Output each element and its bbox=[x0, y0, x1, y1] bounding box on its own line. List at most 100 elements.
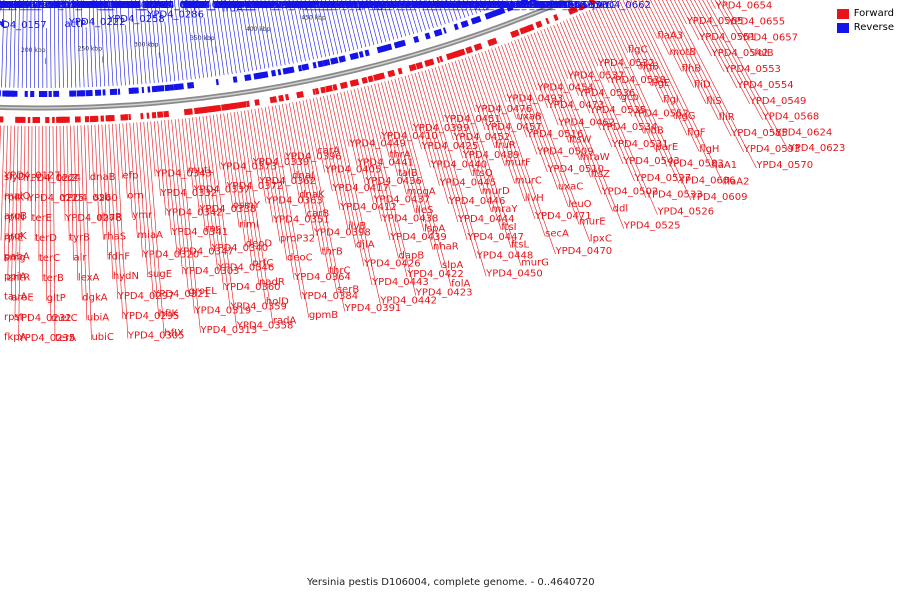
connector-line bbox=[690, 0, 738, 89]
forward-gene-label: YPD4_0422 bbox=[406, 269, 464, 280]
reverse-gene-label: YPD4_0592 bbox=[457, 0, 515, 11]
forward-gene-label: YPD4_0502 bbox=[601, 186, 659, 197]
connector-line bbox=[4, 125, 8, 261]
reverse-feature bbox=[131, 87, 137, 94]
forward-gene-label: YPD4_0533 bbox=[645, 190, 703, 201]
connector-line bbox=[236, 0, 249, 72]
forward-gene-label: terA bbox=[55, 333, 76, 344]
forward-gene-label: hydN bbox=[113, 271, 139, 282]
forward-gene-label: YPD4_0534 bbox=[600, 122, 658, 133]
connector-line bbox=[381, 82, 416, 214]
connector-line bbox=[401, 76, 422, 150]
forward-gene-label: ilvH bbox=[525, 193, 544, 204]
connector-line bbox=[337, 0, 351, 52]
forward-gene-label: YPD4_0624 bbox=[775, 127, 833, 138]
forward-gene-label: fruR bbox=[495, 140, 516, 151]
forward-gene-label: deoC bbox=[287, 253, 313, 264]
connector-line bbox=[461, 58, 486, 131]
connector-line bbox=[284, 0, 298, 63]
forward-feature bbox=[146, 112, 150, 119]
forward-feature bbox=[553, 14, 559, 21]
reverse-feature bbox=[114, 88, 118, 95]
reverse-feature bbox=[397, 39, 406, 48]
reverse-gene-label: YPD4_0406 bbox=[282, 0, 340, 11]
reverse-gene-label: YPD4_0540 bbox=[417, 0, 475, 11]
reverse-feature bbox=[453, 23, 459, 31]
forward-gene-label: lspA bbox=[424, 223, 445, 234]
reverse-feature bbox=[187, 82, 195, 89]
reverse-gene-label: crp bbox=[4, 0, 20, 11]
forward-gene-label: YPD4_0360 bbox=[223, 282, 281, 293]
forward-feature bbox=[526, 23, 535, 32]
reverse-gene-label: YPD4_0588 bbox=[535, 0, 593, 11]
connector-line bbox=[219, 113, 234, 209]
connector-line bbox=[347, 90, 374, 203]
forward-feature bbox=[572, 5, 579, 13]
forward-gene-label: fliR bbox=[719, 112, 735, 123]
connector-line bbox=[686, 0, 725, 73]
reverse-gene-label: terY bbox=[435, 0, 456, 11]
connector-line bbox=[537, 31, 602, 195]
forward-gene-label: flgF bbox=[687, 127, 706, 138]
connector-line bbox=[70, 125, 74, 261]
reverse-gene-label: YPD4_0496 bbox=[405, 0, 463, 11]
reverse-gene-label: nirB bbox=[0, 0, 16, 11]
forward-gene-label: YPD4_0552 bbox=[631, 109, 689, 120]
connector-line bbox=[420, 0, 430, 30]
connector-line bbox=[264, 107, 295, 280]
forward-gene-label: YPD4_0476 bbox=[474, 104, 532, 115]
connector-line bbox=[248, 0, 262, 70]
forward-gene-label: fliS bbox=[706, 96, 721, 107]
forward-feature bbox=[325, 85, 333, 93]
reverse-gene-label: YPD4_0633 bbox=[485, 0, 543, 11]
forward-gene-label: YPD4_0509 bbox=[536, 146, 594, 157]
reverse-feature bbox=[413, 35, 420, 43]
reverse-gene-label: frdB bbox=[184, 0, 205, 11]
connector-line bbox=[408, 74, 440, 186]
reverse-feature bbox=[282, 67, 289, 75]
connector-line bbox=[98, 124, 104, 240]
connector-line bbox=[230, 112, 253, 267]
forward-feature bbox=[415, 62, 420, 70]
connector-line bbox=[714, 0, 729, 25]
connector-line bbox=[205, 0, 217, 77]
connector-line bbox=[309, 98, 326, 173]
reverse-gene-label: YPD4_0248 bbox=[113, 0, 171, 11]
connector-line bbox=[126, 123, 133, 219]
forward-gene-label: fliD bbox=[694, 80, 711, 91]
forward-gene-label: terC bbox=[39, 253, 60, 264]
reverse-gene-label: metC bbox=[558, 0, 585, 11]
reverse-gene-label: nirD bbox=[0, 0, 12, 11]
connector-line bbox=[484, 50, 556, 255]
connector-line bbox=[192, 117, 206, 232]
reverse-gene-label: YPD4_0407 bbox=[249, 0, 307, 11]
forward-gene-label: ilvB bbox=[348, 221, 366, 232]
legend-reverse-label: Reverse bbox=[853, 22, 894, 33]
reverse-gene-label: YPD4_0254 bbox=[79, 0, 137, 11]
tick-label: 300 kbp bbox=[134, 42, 159, 49]
forward-feature bbox=[332, 84, 338, 91]
forward-gene-label: carB bbox=[307, 209, 330, 220]
forward-gene-label: dnaB bbox=[90, 172, 116, 183]
reverse-gene-label: hslR bbox=[0, 0, 4, 11]
reverse-feature bbox=[341, 55, 346, 62]
forward-gene-label: rimI bbox=[239, 219, 259, 230]
connector-line bbox=[252, 0, 266, 69]
forward-gene-label: YPD4_0347 bbox=[176, 247, 234, 258]
reverse-feature bbox=[364, 49, 370, 57]
connector-line bbox=[25, 0, 28, 88]
reverse-gene-label: sufI bbox=[504, 0, 522, 11]
reverse-gene-label: terX bbox=[482, 0, 503, 11]
forward-gene-label: talB bbox=[398, 168, 418, 179]
connector-line bbox=[105, 124, 114, 280]
reverse-feature bbox=[248, 74, 252, 81]
connector-line bbox=[450, 0, 458, 21]
connector-line bbox=[5, 27, 8, 88]
forward-gene-label: YPD4_0493 bbox=[505, 94, 563, 105]
forward-feature bbox=[45, 116, 50, 123]
legend: Forward Reverse bbox=[836, 8, 894, 36]
connector-line bbox=[404, 75, 431, 168]
reverse-gene-label: YPD4_0157 bbox=[0, 20, 47, 31]
connector-line bbox=[511, 41, 580, 225]
reverse-gene-label: YPD4_0344 bbox=[217, 0, 275, 11]
